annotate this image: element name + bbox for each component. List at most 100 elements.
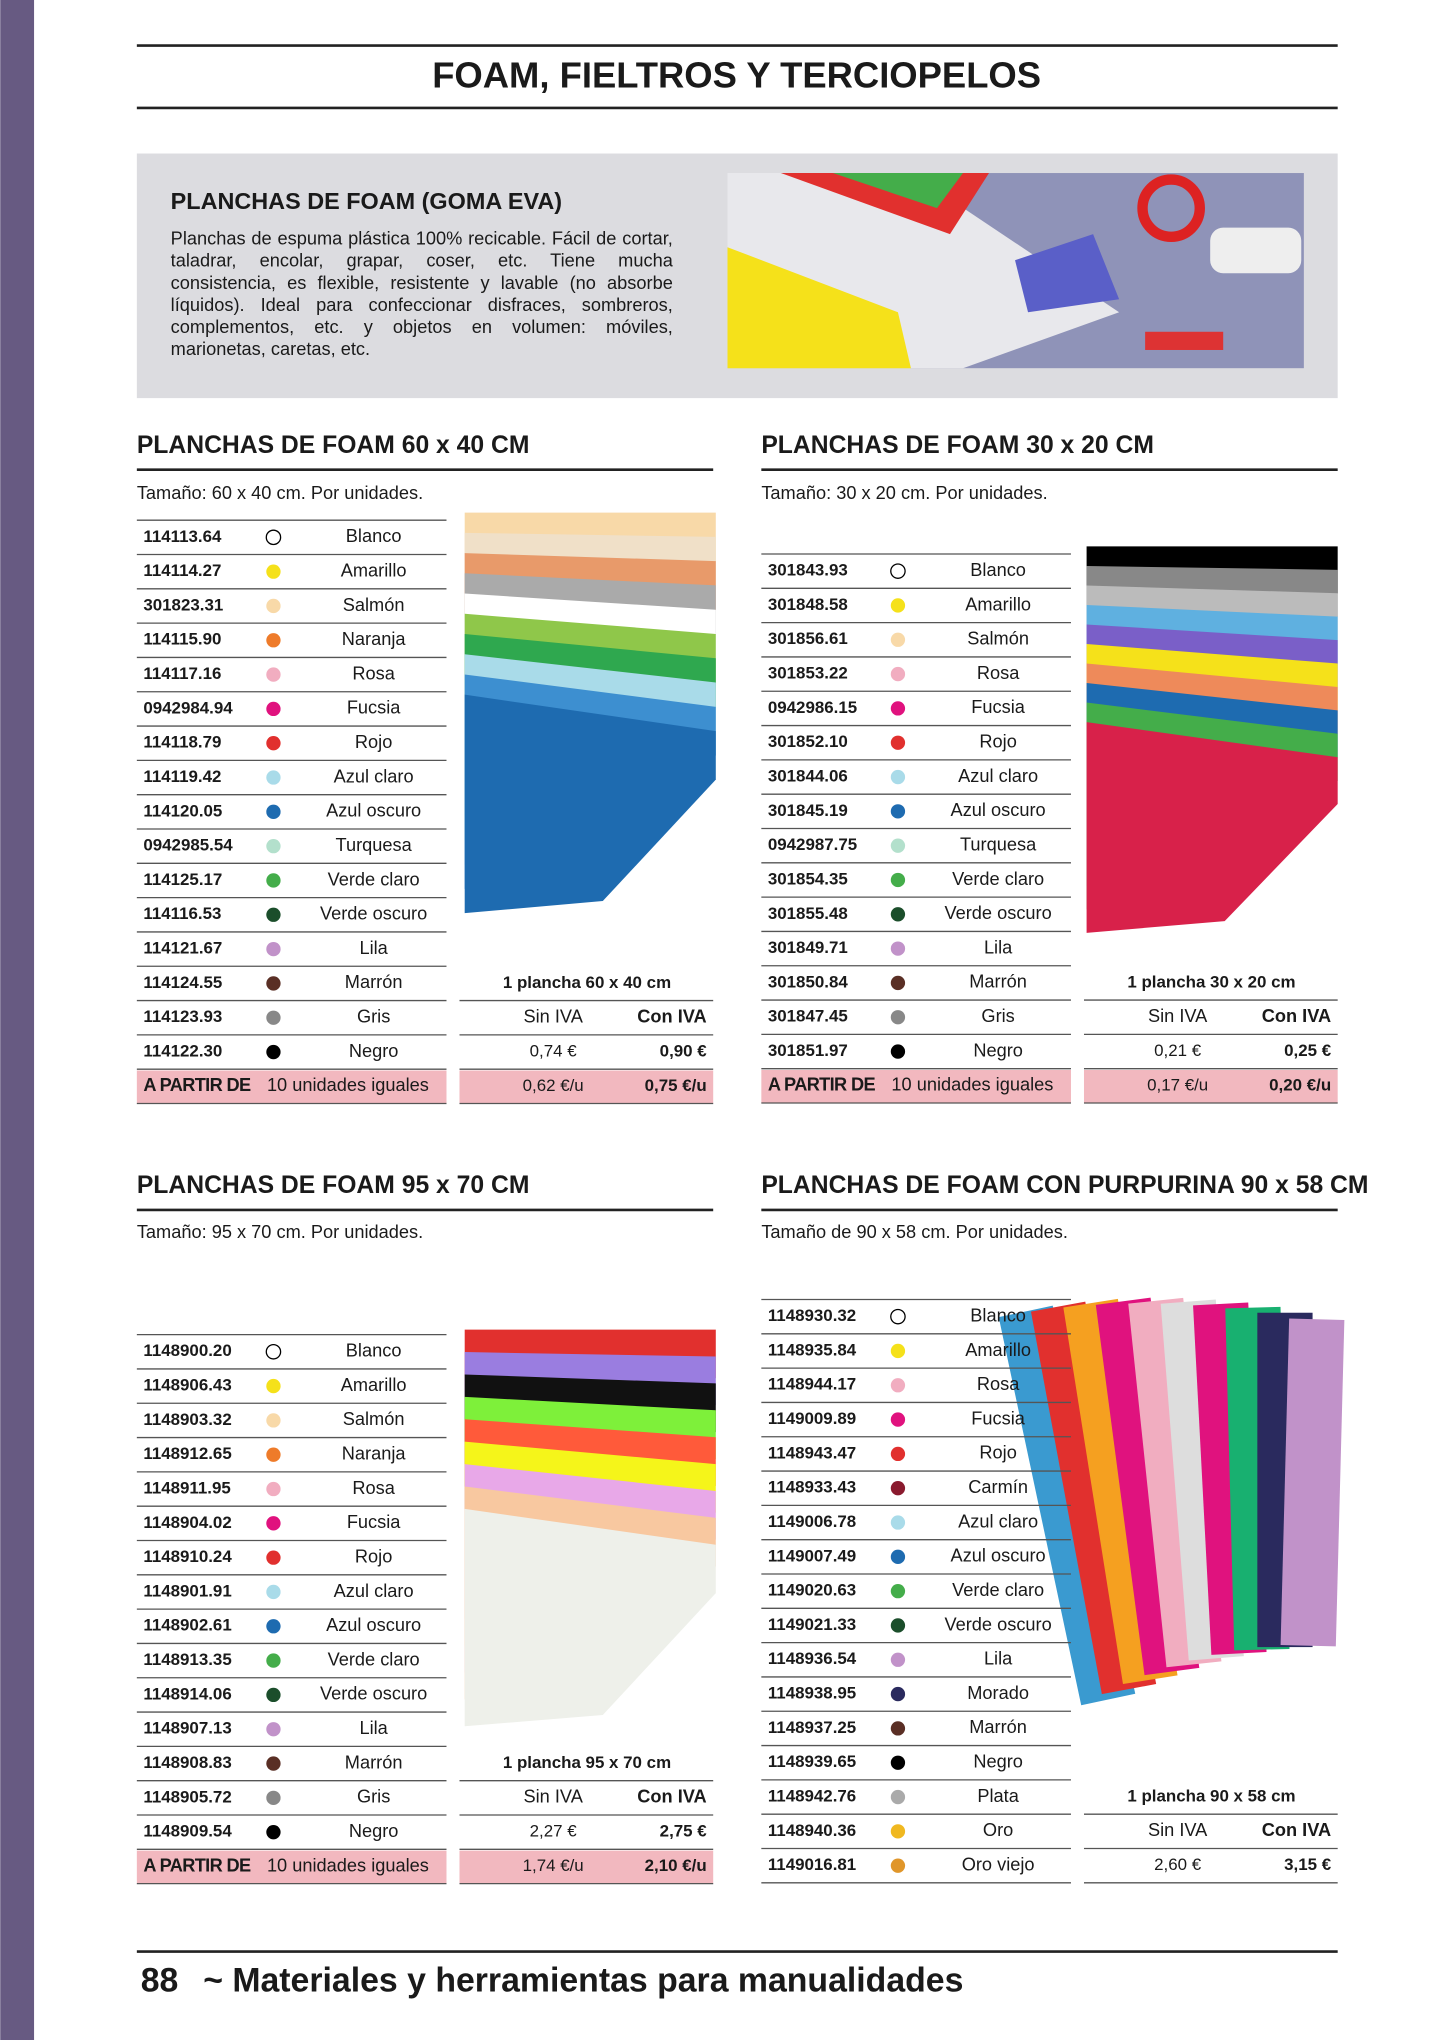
product-code: 0942985.54: [143, 836, 233, 855]
color-dot: [266, 564, 281, 579]
color-name: Rosa: [977, 1374, 1020, 1394]
product-code: 301823.31: [143, 595, 223, 614]
color-dot: [266, 1584, 281, 1600]
product-code: 301851.97: [768, 1041, 848, 1060]
offer-bg: [459, 1070, 714, 1104]
size-note: Tamaño: 30 x 20 cm. Por unidades.: [761, 483, 1047, 503]
color-dot: [266, 1619, 281, 1634]
price-col-label: Sin IVA: [523, 1007, 583, 1027]
offer-sin: 0,17 €/u: [1147, 1075, 1208, 1094]
product-code: 114121.67: [143, 939, 222, 958]
color-name: Lila: [984, 937, 1013, 957]
color-dot: [890, 1308, 906, 1325]
color-dot: [266, 1010, 281, 1025]
price-heading: 1 plancha 60 x 40 cm: [503, 973, 671, 992]
color-name: Naranja: [342, 1444, 407, 1464]
color-name: Verde oscuro: [320, 1684, 427, 1704]
price-sin: 2,27 €: [530, 1822, 578, 1841]
product-photo: [1086, 546, 1338, 937]
color-dot: [890, 1583, 906, 1599]
product-code: 1148935.84: [768, 1340, 857, 1359]
color-name: Negro: [349, 1821, 399, 1841]
page-number: 88: [141, 1962, 179, 2000]
section-title: PLANCHAS DE FOAM 95 x 70 CM: [137, 1172, 530, 1199]
offer-bg: [136, 1850, 447, 1884]
product-code: 114124.55: [143, 973, 222, 992]
product-code: 0942984.94: [143, 698, 233, 717]
product-code: 301848.58: [768, 595, 848, 614]
product-code: 1148913.35: [143, 1650, 231, 1669]
offer-con: 0,20 €/u: [1269, 1075, 1331, 1094]
color-name: Turquesa: [336, 835, 413, 855]
color-dot: [890, 941, 906, 956]
color-name: Azul oscuro: [326, 1615, 421, 1635]
section-title: PLANCHAS DE FOAM 30 x 20 CM: [761, 432, 1154, 459]
color-dot: [890, 975, 906, 991]
product-code: 1148939.65: [768, 1752, 856, 1771]
color-dot: [890, 735, 906, 750]
color-dot: [266, 633, 281, 648]
product-code: 114115.90: [143, 630, 221, 649]
product-section: PLANCHAS DE FOAM 95 x 70 CM Tamaño: 95 x …: [136, 1172, 716, 1885]
offer-qty: 10 unidades iguales: [891, 1075, 1053, 1095]
color-name: Salmón: [967, 629, 1029, 649]
product-code: 0942986.15: [768, 698, 857, 717]
product-code: 114113.64: [143, 527, 222, 546]
product-code: 1149009.89: [768, 1409, 856, 1428]
color-dot: [266, 1687, 281, 1703]
color-dot: [266, 873, 281, 888]
color-dot: [890, 666, 906, 682]
color-dot: [266, 736, 281, 751]
product-code: 1148901.91: [143, 1581, 231, 1600]
color-name: Verde oscuro: [944, 903, 1051, 923]
color-name: Gris: [981, 1006, 1014, 1026]
product-code: 1149020.63: [768, 1581, 856, 1600]
color-dot: [890, 1044, 906, 1059]
product-code: 1149016.81: [768, 1855, 856, 1874]
color-name: Oro viejo: [962, 1854, 1035, 1874]
product-section: PLANCHAS DE FOAM CON PURPURINA 90 x 58 C…: [761, 1172, 1368, 1884]
product-code: 301845.19: [768, 801, 848, 820]
size-note: Tamaño: 60 x 40 cm. Por unidades.: [137, 483, 423, 503]
color-dot: [266, 1481, 281, 1497]
sheet: [1280, 1318, 1345, 1647]
section-title: PLANCHAS DE FOAM 60 x 40 CM: [137, 432, 530, 459]
price-col-label: Con IVA: [1262, 1006, 1331, 1026]
color-dot: [266, 701, 281, 717]
offer-label: A PARTIR DE: [768, 1075, 876, 1095]
product-code: 301850.84: [768, 972, 849, 991]
color-name: Rojo: [979, 732, 1016, 752]
price-con: 0,25 €: [1284, 1041, 1332, 1060]
price-heading: 1 plancha 90 x 58 cm: [1127, 1787, 1295, 1806]
sheet: [464, 1508, 716, 1727]
color-name: Carmín: [968, 1477, 1028, 1497]
product-code: 1148930.32: [768, 1306, 856, 1325]
product-code: 114120.05: [143, 801, 222, 820]
product-code: 1148908.83: [143, 1753, 231, 1772]
color-dot: [266, 1756, 281, 1771]
product-code: 1148905.72: [143, 1787, 231, 1806]
product-code: 1148944.17: [768, 1375, 856, 1394]
color-name: Rosa: [977, 663, 1020, 683]
color-name: Verde claro: [952, 1580, 1044, 1600]
product-code: 1148902.61: [143, 1616, 231, 1635]
color-dot: [266, 804, 281, 819]
offer-bg: [761, 1070, 1071, 1104]
footer-text: ~ Materiales y herramientas para manuali…: [203, 1962, 963, 2000]
color-name: Lila: [984, 1649, 1013, 1669]
color-name: Negro: [973, 1040, 1023, 1060]
product-code: 1148911.95: [143, 1478, 230, 1497]
color-name: Verde claro: [328, 869, 420, 889]
color-name: Blanco: [970, 560, 1026, 580]
product-code: 114117.16: [143, 664, 221, 683]
product-code: 1148936.54: [768, 1649, 857, 1668]
product-code: 114116.53: [143, 904, 221, 923]
color-name: Azul claro: [958, 1511, 1038, 1531]
color-dot: [890, 1378, 906, 1393]
product-code: 301853.22: [768, 664, 848, 683]
color-dot: [890, 632, 906, 647]
color-dot: [265, 529, 282, 546]
color-name: Blanco: [346, 1341, 402, 1361]
color-name: Negro: [349, 1041, 399, 1061]
